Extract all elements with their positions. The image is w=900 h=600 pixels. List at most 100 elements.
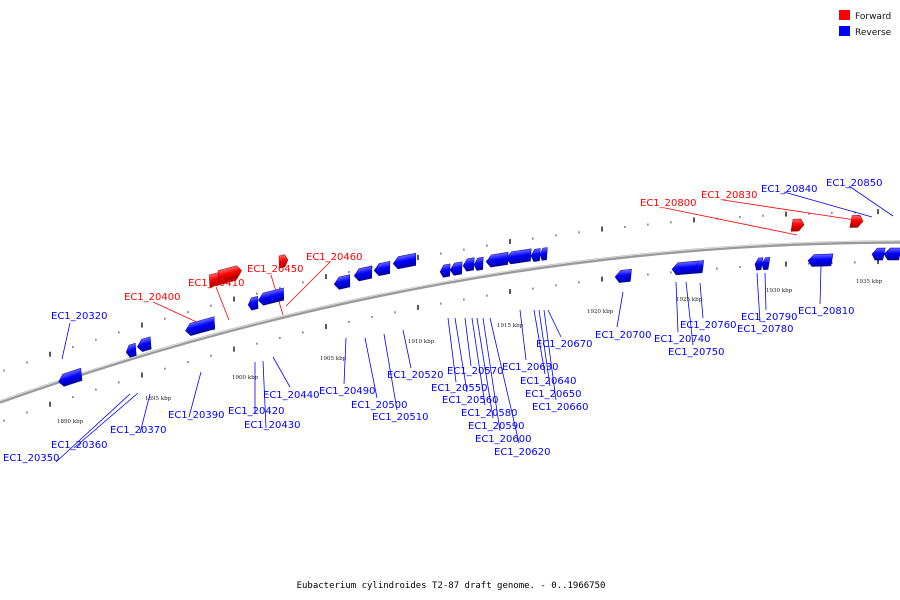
gene-label-ec1-20660[interactable]: EC1_20660 bbox=[532, 402, 588, 413]
tick-mark bbox=[187, 361, 189, 364]
leader-line-ec1-20370 bbox=[139, 393, 151, 434]
gene-arrow-ec1-20830[interactable] bbox=[849, 215, 864, 228]
tick-mark bbox=[555, 284, 557, 287]
gene-label-ec1-20790[interactable]: EC1_20790 bbox=[741, 312, 797, 323]
gene-arrow-ec1-20630[interactable] bbox=[539, 247, 548, 261]
gene-arrow-ec1-20790[interactable] bbox=[761, 257, 771, 270]
gene-arrow-ec1-20500[interactable] bbox=[353, 265, 373, 282]
leader-line-ec1-20660 bbox=[543, 309, 557, 401]
gene-label-ec1-20590[interactable]: EC1_20590 bbox=[468, 421, 524, 432]
tick-mark bbox=[647, 273, 649, 276]
gene-label-ec1-20370[interactable]: EC1_20370 bbox=[110, 425, 166, 436]
gene-label-ec1-20810[interactable]: EC1_20810 bbox=[798, 306, 854, 317]
leader-line-ec1-20760 bbox=[699, 282, 704, 319]
gene-labels: EC1_20320EC1_20350EC1_20360EC1_20370EC1_… bbox=[3, 178, 882, 464]
tick-mark bbox=[256, 342, 258, 345]
gene-label-ec1-20420[interactable]: EC1_20420 bbox=[228, 406, 284, 417]
gene-label-ec1-20410[interactable]: EC1_20410 bbox=[188, 278, 244, 289]
gene-arrow-ec1-20560[interactable] bbox=[449, 261, 463, 276]
leader-lines bbox=[55, 185, 894, 463]
scale-label: 1930 kbp bbox=[766, 288, 793, 294]
gene-arrow-ec1-20390[interactable] bbox=[185, 316, 216, 337]
gene-label-ec1-20760[interactable]: EC1_20760 bbox=[680, 320, 736, 331]
scale-label: 1895 kbp bbox=[145, 396, 172, 402]
gene-arrow-ec1-20840[interactable] bbox=[871, 247, 886, 261]
gene-arrow-ec1-20800[interactable] bbox=[790, 218, 805, 232]
gene-label-ec1-20430[interactable]: EC1_20430 bbox=[244, 420, 300, 431]
gene-label-ec1-20520[interactable]: EC1_20520 bbox=[387, 370, 443, 381]
gene-arrow-ec1-20370[interactable] bbox=[136, 336, 152, 353]
gene-label-ec1-20490[interactable]: EC1_20490 bbox=[319, 386, 375, 397]
gene-label-ec1-20700[interactable]: EC1_20700 bbox=[595, 330, 651, 341]
gene-arrow-ec1-20760[interactable] bbox=[694, 260, 705, 274]
tick-mark bbox=[877, 259, 879, 265]
tick-mark bbox=[831, 261, 833, 264]
gene-arrow-ec1-20430[interactable] bbox=[258, 287, 285, 307]
gene-label-ec1-20440[interactable]: EC1_20440 bbox=[263, 390, 319, 401]
scale-label: 1920 kbp bbox=[587, 309, 614, 315]
gene-label-ec1-20390[interactable]: EC1_20390 bbox=[168, 410, 224, 421]
gene-arrow-ec1-20740[interactable] bbox=[671, 260, 699, 276]
leader-line-ec1-20570 bbox=[464, 317, 472, 367]
gene-arrow-ec1-20420[interactable] bbox=[247, 296, 259, 311]
tick-mark bbox=[509, 289, 511, 295]
gene-label-ec1-20500[interactable]: EC1_20500 bbox=[351, 400, 407, 411]
gene-label-ec1-20780[interactable]: EC1_20780 bbox=[737, 324, 793, 335]
tick-mark bbox=[739, 216, 741, 219]
gene-label-ec1-20600[interactable]: EC1_20600 bbox=[475, 434, 531, 445]
gene-label-ec1-20750[interactable]: EC1_20750 bbox=[668, 347, 724, 358]
tick-mark bbox=[256, 292, 258, 295]
gene-label-ec1-20830[interactable]: EC1_20830 bbox=[701, 190, 757, 201]
gene-label-ec1-20400[interactable]: EC1_20400 bbox=[124, 292, 180, 303]
gene-arrow-ec1-20510[interactable] bbox=[373, 260, 391, 277]
gene-arrow-ec1-20410[interactable] bbox=[217, 264, 242, 284]
gene-label-ec1-20800[interactable]: EC1_20800 bbox=[640, 198, 696, 209]
tick-mark bbox=[72, 346, 74, 349]
tick-mark bbox=[302, 331, 304, 334]
tick-mark bbox=[463, 298, 465, 301]
gene-arrow-ec1-20700[interactable] bbox=[614, 268, 632, 283]
gene-arrow-ec1-20570[interactable] bbox=[462, 257, 475, 272]
tick-mark bbox=[647, 223, 649, 226]
gene-label-ec1-20570[interactable]: EC1_20570 bbox=[447, 366, 503, 377]
gene-label-ec1-20850[interactable]: EC1_20850 bbox=[826, 178, 882, 189]
leader-line-ec1-20850 bbox=[848, 185, 894, 217]
tick-mark bbox=[26, 361, 28, 364]
gene-label-ec1-20630[interactable]: EC1_20630 bbox=[502, 362, 558, 373]
gene-label-ec1-20350[interactable]: EC1_20350 bbox=[3, 453, 59, 464]
gene-arrows bbox=[58, 215, 900, 388]
gene-arrow-ec1-20450[interactable] bbox=[278, 254, 289, 269]
gene-label-ec1-20550[interactable]: EC1_20550 bbox=[431, 383, 487, 394]
gene-arrow-ec1-20850[interactable] bbox=[883, 247, 900, 261]
gene-label-ec1-20450[interactable]: EC1_20450 bbox=[247, 264, 303, 275]
gene-label-ec1-20510[interactable]: EC1_20510 bbox=[372, 412, 428, 423]
gene-arrow-ec1-20580[interactable] bbox=[473, 256, 484, 271]
gene-label-ec1-20360[interactable]: EC1_20360 bbox=[51, 440, 107, 451]
gene-label-ec1-20640[interactable]: EC1_20640 bbox=[520, 376, 576, 387]
tick-mark bbox=[555, 234, 557, 237]
gene-label-ec1-20580[interactable]: EC1_20580 bbox=[461, 408, 517, 419]
gene-arrow-ec1-20810[interactable] bbox=[807, 253, 834, 267]
tick-mark bbox=[49, 351, 51, 357]
gene-label-ec1-20650[interactable]: EC1_20650 bbox=[525, 389, 581, 400]
gene-arrow-ec1-20590[interactable] bbox=[485, 251, 509, 268]
tick-mark bbox=[325, 274, 327, 280]
gene-arrow-ec1-20600[interactable] bbox=[505, 248, 532, 265]
gene-label-ec1-20460[interactable]: EC1_20460 bbox=[306, 252, 362, 263]
gene-label-ec1-20840[interactable]: EC1_20840 bbox=[761, 184, 817, 195]
gene-arrow-ec1-20780[interactable] bbox=[754, 257, 764, 271]
gene-arrow-ec1-20490[interactable] bbox=[333, 274, 351, 291]
gene-arrow-ec1-20550[interactable] bbox=[439, 263, 451, 278]
gene-arrow-ec1-20350[interactable] bbox=[58, 367, 83, 388]
gene-label-ec1-20620[interactable]: EC1_20620 bbox=[494, 447, 550, 458]
tick-mark bbox=[877, 209, 879, 215]
gene-label-ec1-20670[interactable]: EC1_20670 bbox=[536, 339, 592, 350]
gene-label-ec1-20320[interactable]: EC1_20320 bbox=[51, 311, 107, 322]
gene-label-ec1-20560[interactable]: EC1_20560 bbox=[442, 395, 498, 406]
gene-arrow-ec1-20620[interactable] bbox=[530, 248, 541, 262]
gene-label-ec1-20740[interactable]: EC1_20740 bbox=[654, 334, 710, 345]
leader-line-ec1-20360 bbox=[73, 392, 139, 449]
tick-mark bbox=[716, 267, 718, 270]
gene-arrow-ec1-20360[interactable] bbox=[125, 342, 137, 358]
gene-arrow-ec1-20520[interactable] bbox=[392, 252, 417, 270]
